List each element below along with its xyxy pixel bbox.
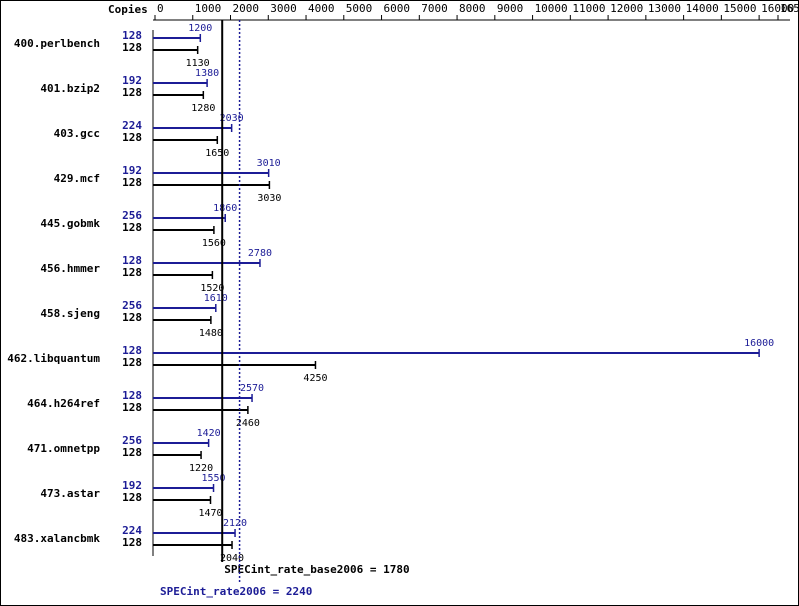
category-label: 464.h264ref (27, 397, 100, 410)
value-label: 1280 (191, 103, 215, 114)
copies-label: 128 (122, 221, 142, 234)
copies-label: 128 (122, 266, 142, 279)
copies-label: 128 (122, 344, 142, 357)
x-tick-label: 9000 (497, 2, 524, 15)
value-label: 1130 (186, 58, 210, 69)
copies-label: 256 (122, 209, 142, 222)
category-label: 471.omnetpp (27, 442, 100, 455)
value-label: 3030 (257, 193, 281, 204)
category-label: 473.astar (40, 487, 100, 500)
copies-label: 256 (122, 299, 142, 312)
value-label: 1860 (213, 203, 237, 214)
category-label: 445.gobmk (40, 217, 100, 230)
copies-label: 224 (122, 524, 142, 537)
category-label: 483.xalancbmk (14, 532, 100, 545)
copies-label: 128 (122, 446, 142, 459)
copies-label: 128 (122, 41, 142, 54)
value-label: 2460 (236, 418, 260, 429)
value-label: 1420 (197, 428, 221, 439)
x-tick-label: 3000 (270, 2, 297, 15)
x-tick-label: 10000 (535, 2, 568, 15)
value-label: 1560 (202, 238, 226, 249)
copies-label: 128 (122, 401, 142, 414)
copies-label: 128 (122, 131, 142, 144)
x-tick-label: 15000 (723, 2, 756, 15)
value-label: 1650 (205, 148, 229, 159)
copies-label: 192 (122, 164, 142, 177)
x-tick-label: 7000 (421, 2, 448, 15)
copies-label: 128 (122, 176, 142, 189)
category-label: 462.libquantum (7, 352, 100, 365)
category-label: 401.bzip2 (40, 82, 100, 95)
category-label: 456.hmmer (40, 262, 100, 275)
value-label: 1610 (204, 293, 228, 304)
x-tick-label: 11000 (572, 2, 605, 15)
x-tick-label: 14000 (686, 2, 719, 15)
category-label: 429.mcf (54, 172, 100, 185)
copies-label: 192 (122, 74, 142, 87)
x-tick-label: 8000 (459, 2, 486, 15)
x-tick-label: 6000 (384, 2, 411, 15)
x-tick-label: 5000 (346, 2, 373, 15)
value-label: 1520 (200, 283, 224, 294)
copies-label: 128 (122, 491, 142, 504)
value-label: 2120 (223, 518, 247, 529)
value-label: 1470 (198, 508, 222, 519)
x-tick-label: 13000 (648, 2, 681, 15)
reference-label: SPECint_rate2006 = 2240 (160, 585, 312, 598)
x-tick-label: 0 (157, 2, 164, 15)
x-tick-label: 12000 (610, 2, 643, 15)
x-tick-label: 16000 (761, 2, 794, 15)
copies-label: 192 (122, 479, 142, 492)
x-tick-label: 2000 (233, 2, 259, 15)
copies-label: 256 (122, 434, 142, 447)
category-label: 400.perlbench (14, 37, 100, 50)
copies-header: Copies (108, 3, 148, 16)
value-label: 1200 (188, 23, 212, 34)
x-tick-label: 4000 (308, 2, 335, 15)
value-label: 1480 (199, 328, 223, 339)
value-label: 2040 (220, 553, 244, 564)
copies-label: 128 (122, 254, 142, 267)
copies-label: 224 (122, 119, 142, 132)
x-tick-label: 1000 (195, 2, 222, 15)
value-label: 2030 (220, 113, 244, 124)
category-label: 403.gcc (54, 127, 100, 140)
copies-label: 128 (122, 86, 142, 99)
value-label: 2570 (240, 383, 264, 394)
value-label: 1380 (195, 68, 219, 79)
value-label: 1550 (201, 473, 225, 484)
value-label: 16000 (744, 338, 774, 349)
copies-label: 128 (122, 311, 142, 324)
copies-label: 128 (122, 389, 142, 402)
copies-label: 128 (122, 536, 142, 549)
copies-label: 128 (122, 356, 142, 369)
copies-label: 128 (122, 29, 142, 42)
reference-label: SPECint_rate_base2006 = 1780 (224, 563, 409, 576)
value-label: 4250 (303, 373, 327, 384)
category-label: 458.sjeng (40, 307, 100, 320)
x-tick-label: 16500 (780, 2, 799, 15)
value-label: 1220 (189, 463, 213, 474)
value-label: 3010 (257, 158, 281, 169)
value-label: 2780 (248, 248, 272, 259)
